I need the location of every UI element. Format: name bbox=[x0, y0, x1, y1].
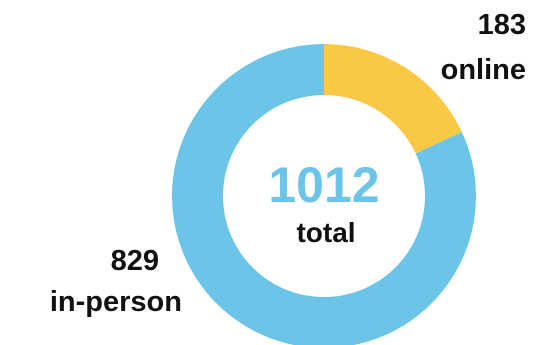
donut-slice-in-person bbox=[172, 44, 476, 345]
donut-slices bbox=[172, 44, 476, 345]
online-category-label: online bbox=[441, 54, 526, 86]
center-total-value: 1012 bbox=[268, 157, 379, 213]
in-person-count-label: 829 bbox=[111, 245, 159, 277]
donut-slice-online bbox=[324, 44, 462, 154]
online-count-label: 183 bbox=[478, 9, 526, 41]
in-person-category-label: in-person bbox=[50, 286, 182, 318]
center-total-label: total bbox=[296, 217, 355, 248]
